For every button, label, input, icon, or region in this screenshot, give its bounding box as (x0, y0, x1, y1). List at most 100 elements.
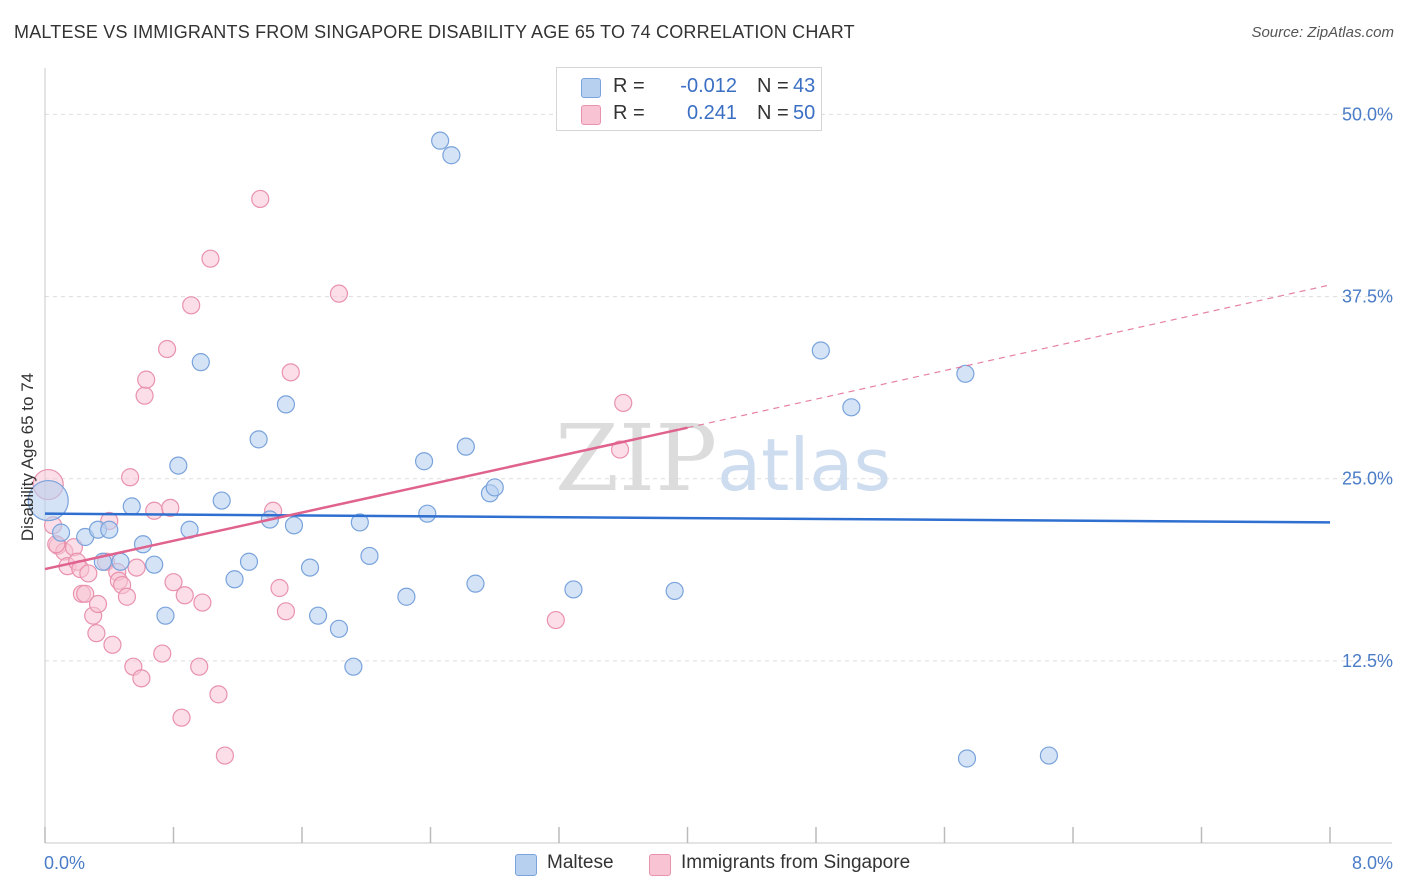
maltese-point (414, 452, 434, 471)
singapore-point (193, 593, 212, 612)
series-legend: Maltese Immigrants from Singapore (0, 852, 1406, 878)
singapore-point (161, 498, 180, 517)
y-tick-label: 12.5% (1342, 651, 1393, 671)
maltese-point (329, 619, 349, 638)
singapore-point (135, 386, 154, 405)
watermark-atlas: atlas (717, 423, 891, 507)
singapore-point (209, 685, 228, 704)
singapore-point (329, 284, 349, 303)
maltese-point (145, 555, 164, 574)
maltese-point (842, 398, 861, 417)
watermark: ZIP atlas (555, 405, 891, 512)
maltese-point (350, 513, 369, 532)
maltese-point (156, 606, 175, 625)
singapore-point (88, 594, 108, 614)
singapore-point (276, 602, 296, 621)
singapore-point (610, 440, 630, 459)
maltese-point (442, 146, 461, 165)
singapore-point (175, 586, 194, 605)
singapore-point (103, 635, 122, 654)
maltese-point (133, 535, 153, 554)
maltese-point (276, 395, 296, 414)
singapore-point (201, 249, 220, 268)
gridlines (45, 113, 1392, 662)
x-tick-labels: 0.0% 8.0% (44, 853, 1393, 873)
maltese-point (225, 570, 244, 589)
singapore-point (251, 189, 270, 209)
maltese-point (111, 552, 130, 571)
singapore-swatch (581, 105, 601, 125)
maltese-point (308, 606, 328, 625)
maltese-point (418, 504, 437, 523)
maltese-point (249, 430, 268, 449)
chart-title: MALTESE VS IMMIGRANTS FROM SINGAPORE DIS… (14, 22, 855, 42)
n-value: 50 (793, 102, 816, 124)
x-tick-label: 8.0% (1352, 853, 1393, 873)
singapore-point (87, 624, 106, 643)
legend-label: Immigrants from Singapore (681, 852, 911, 873)
maltese-point (122, 497, 141, 516)
maltese-point (100, 520, 119, 539)
maltese-point (564, 580, 583, 599)
singapore-point (145, 501, 164, 520)
singapore-point (79, 564, 98, 583)
singapore-point (546, 610, 565, 630)
maltese-point (456, 437, 475, 456)
singapore-point (127, 558, 146, 577)
maltese-point (191, 353, 210, 372)
singapore-point (190, 657, 209, 676)
maltese-point (957, 749, 977, 768)
maltese-point (51, 523, 71, 542)
x-tick-label: 0.0% (44, 853, 85, 873)
maltese-point (360, 546, 379, 566)
legend-label: Maltese (547, 852, 614, 873)
y-tick-label: 37.5% (1342, 287, 1393, 307)
maltese-point (344, 657, 363, 676)
singapore-point (157, 339, 177, 359)
maltese-point (300, 558, 320, 577)
maltese-point (956, 364, 975, 383)
maltese-point (466, 574, 485, 593)
maltese-point (811, 341, 830, 360)
maltese-point (169, 456, 188, 475)
maltese-point (665, 581, 684, 601)
correlation-legend: R = -0.012 N = 43 R = 0.241 N = 50 (556, 67, 822, 131)
maltese-point (397, 587, 416, 606)
maltese-swatch (515, 854, 537, 876)
n-label: N = (757, 75, 789, 97)
maltese-point (1039, 746, 1059, 765)
singapore-point (281, 363, 300, 382)
singapore-point (137, 370, 156, 389)
maltese-point (431, 131, 450, 150)
singapore-point (153, 644, 172, 663)
r-value: -0.012 (680, 75, 737, 97)
r-value: 0.241 (686, 102, 737, 124)
r-label: R = (613, 75, 645, 97)
maltese-point (485, 478, 504, 497)
singapore-point (172, 708, 191, 727)
trend-lines (44, 284, 1331, 571)
data-points (27, 131, 1059, 768)
singapore-point (215, 746, 234, 765)
singapore-point (117, 587, 137, 606)
r-label: R = (613, 102, 645, 124)
axes (44, 68, 1392, 844)
maltese-swatch (581, 78, 601, 98)
maltese-point (284, 516, 304, 535)
singapore-trend-line (44, 426, 688, 571)
singapore-point (270, 578, 289, 598)
singapore-trend-extension (687, 284, 1331, 429)
n-value: 43 (793, 75, 816, 97)
y-tick-labels: 12.5% 25.0% 37.5% 50.0% (1342, 104, 1393, 670)
singapore-point (182, 296, 201, 315)
singapore-point (76, 584, 95, 603)
singapore-point (121, 468, 140, 487)
singapore-swatch (649, 854, 671, 876)
maltese-point (27, 479, 69, 522)
watermark-zip: ZIP (555, 405, 717, 512)
chart-source: Source: ZipAtlas.com (1251, 24, 1394, 41)
singapore-point (614, 393, 633, 413)
y-axis-label: Disability Age 65 to 74 (18, 373, 37, 541)
y-tick-label: 25.0% (1342, 469, 1393, 489)
